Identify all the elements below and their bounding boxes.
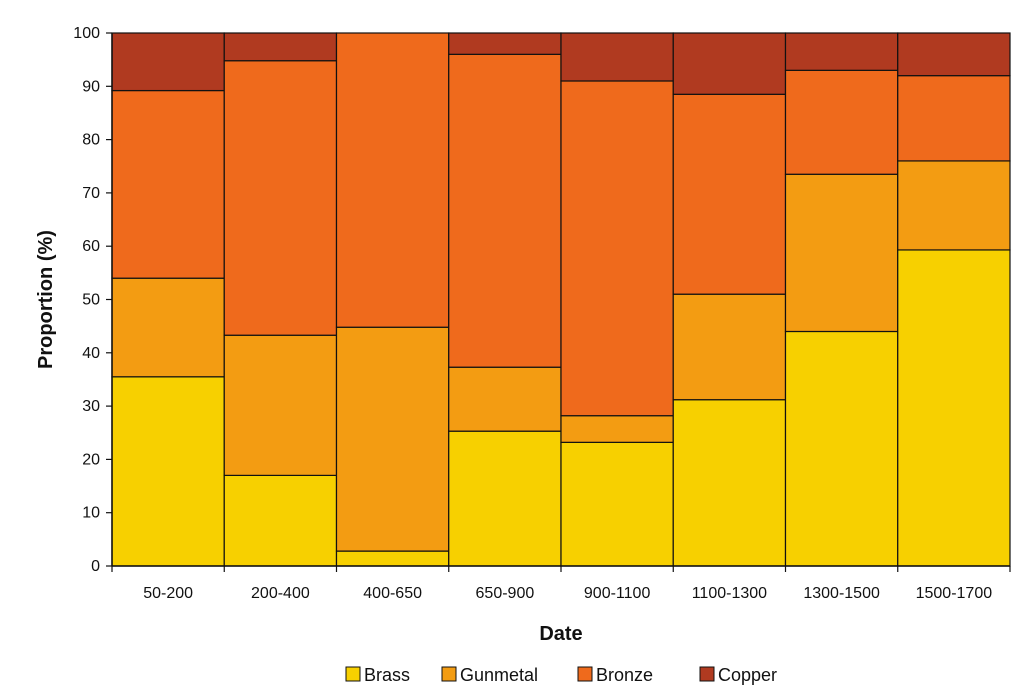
legend-label: Bronze — [596, 665, 653, 685]
y-tick-label: 70 — [82, 185, 100, 202]
bars-layer — [111, 32, 1011, 567]
y-tick-label: 80 — [82, 132, 100, 149]
y-axis-ticks: 0 10 20 30 40 50 60 70 80 90 100 — [73, 25, 112, 575]
x-tick-label: 900-1100 — [584, 585, 651, 602]
legend-label: Gunmetal — [460, 665, 538, 685]
bar-segment-brass-50-200 — [111, 376, 225, 567]
bar-segment-gunmetal-1300-1500 — [784, 173, 899, 333]
bar-segment-brass-1500-1700 — [897, 249, 1011, 567]
bar-segment-bronze-400-650 — [335, 32, 450, 328]
legend-label: Copper — [718, 665, 777, 685]
bar-segment-brass-400-650 — [335, 550, 450, 567]
bar-segment-gunmetal-200-400 — [223, 334, 338, 476]
bar-segment-gunmetal-400-650 — [335, 326, 450, 552]
bar-segment-gunmetal-50-200 — [111, 277, 225, 378]
legend-item-brass: Brass — [345, 665, 410, 685]
bar-segment-bronze-50-200 — [111, 89, 225, 279]
bar-segment-bronze-650-900 — [448, 53, 562, 368]
bar-segment-copper-1100-1300 — [672, 32, 787, 95]
x-tick-label: 400-650 — [363, 585, 422, 602]
y-tick-label: 90 — [82, 78, 100, 95]
bar-segment-copper-900-1100 — [560, 32, 674, 82]
legend-swatch — [699, 666, 715, 682]
x-tick-label: 1300-1500 — [803, 585, 880, 602]
bar-segment-bronze-200-400 — [223, 60, 338, 336]
y-axis-title: Proportion (%) — [35, 230, 57, 369]
y-tick-label: 20 — [82, 451, 100, 468]
x-tick-label: 1500-1700 — [916, 585, 993, 602]
bar-segment-bronze-900-1100 — [560, 80, 674, 417]
x-tick-label: 200-400 — [251, 585, 310, 602]
bar-segment-brass-1100-1300 — [672, 399, 787, 567]
y-tick-label: 100 — [73, 25, 100, 42]
bar-segment-copper-50-200 — [111, 32, 225, 92]
bar-segment-bronze-1100-1300 — [672, 93, 787, 295]
bar-segment-copper-650-900 — [448, 32, 562, 55]
bar-segment-copper-1500-1700 — [897, 32, 1011, 77]
y-tick-label: 40 — [82, 345, 100, 362]
legend-item-copper: Copper — [699, 665, 777, 685]
bar-segment-gunmetal-1500-1700 — [897, 160, 1011, 251]
legend-swatch — [441, 666, 457, 682]
x-tick-label: 1100-1300 — [692, 585, 767, 602]
bar-segment-brass-650-900 — [448, 430, 562, 567]
legend: Brass Gunmetal Bronze Copper — [345, 665, 777, 685]
legend-label: Brass — [364, 665, 410, 685]
bar-segment-gunmetal-900-1100 — [560, 415, 674, 443]
x-axis-ticks: 50-200 200-400 400-650 650-900 900-1100 1100-… — [111, 566, 1011, 602]
legend-item-bronze: Bronze — [577, 665, 653, 685]
x-tick-label: 50-200 — [143, 585, 193, 602]
y-tick-label: 60 — [82, 238, 100, 255]
y-tick-label: 30 — [82, 398, 100, 415]
x-axis-title: Date — [539, 623, 582, 645]
y-tick-label: 10 — [82, 505, 100, 522]
legend-swatch — [577, 666, 593, 682]
legend-item-gunmetal: Gunmetal — [441, 665, 538, 685]
bar-segment-bronze-1300-1500 — [784, 69, 899, 175]
bar-segment-gunmetal-650-900 — [448, 366, 562, 432]
bar-segment-brass-200-400 — [223, 474, 338, 567]
y-tick-label: 0 — [91, 558, 100, 575]
bar-segment-copper-1300-1500 — [784, 32, 899, 71]
bar-segment-gunmetal-1100-1300 — [672, 293, 787, 401]
bar-segment-brass-900-1100 — [560, 441, 674, 567]
bar-segment-bronze-1500-1700 — [897, 75, 1011, 162]
legend-swatch — [345, 666, 361, 682]
x-tick-label: 650-900 — [476, 585, 535, 602]
bar-segment-copper-200-400 — [223, 32, 338, 62]
y-tick-label: 50 — [82, 292, 100, 309]
bar-segment-brass-1300-1500 — [784, 330, 899, 567]
